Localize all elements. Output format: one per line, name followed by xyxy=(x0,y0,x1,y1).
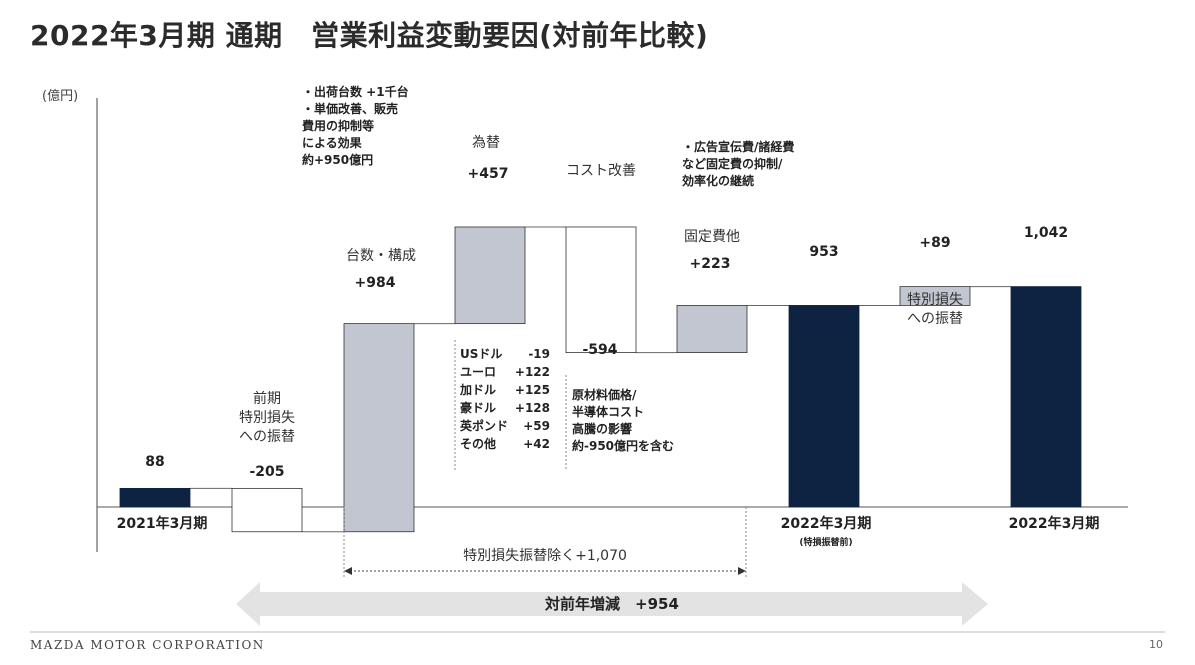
step-name: への振替 xyxy=(907,311,963,327)
fx-breakdown-value: -19 xyxy=(528,347,550,361)
value-label: 88 xyxy=(145,454,164,470)
cost-note: 半導体コスト xyxy=(572,404,644,419)
y-unit-label: (億円) xyxy=(42,88,78,104)
fx-breakdown-value: +128 xyxy=(515,401,550,415)
value-label: -205 xyxy=(249,464,284,480)
bracket-label: 特別損失振替除く+1,070 xyxy=(463,548,627,564)
yoy-label: 対前年増減 +954 xyxy=(544,595,679,613)
fixed-cost-note: など固定費の抑制/ xyxy=(682,156,783,171)
bar-0 xyxy=(119,487,191,508)
step-name: 特別損失 xyxy=(239,410,295,426)
value-label: 1,042 xyxy=(1024,225,1068,241)
fx-breakdown-value: +122 xyxy=(515,365,550,379)
category-label: 2022年3月期 xyxy=(1009,515,1100,532)
bar-6 xyxy=(788,305,860,508)
category-sublabel: (特損振替前) xyxy=(799,536,852,548)
cost-note: 原材料価格/ xyxy=(572,387,637,402)
category-label: 2022年3月期 xyxy=(781,515,872,532)
bar-5 xyxy=(676,305,748,354)
bracket-arrow-right xyxy=(738,567,746,575)
value-label: 953 xyxy=(809,244,838,260)
fx-breakdown-value: +42 xyxy=(523,437,550,451)
fx-breakdown-name: 英ポンド xyxy=(460,418,508,433)
fx-breakdown-name: その他 xyxy=(460,436,496,451)
cost-note: 約-950億円を含む xyxy=(572,438,674,453)
fx-breakdown-name: 加ドル xyxy=(459,382,496,397)
volume-note: ・出荷台数 +1千台 xyxy=(302,84,409,99)
value-label: -594 xyxy=(582,342,617,358)
fx-breakdown-name: USドル xyxy=(460,347,502,361)
value-label: +89 xyxy=(919,235,950,251)
value-label: +223 xyxy=(690,256,731,272)
step-name: 前期 xyxy=(253,390,281,407)
bar-4 xyxy=(565,226,637,354)
bracket-arrow-left xyxy=(344,567,352,575)
page-number: 10 xyxy=(1149,638,1163,651)
value-label: +984 xyxy=(355,275,396,291)
step-name: 特別損失 xyxy=(907,292,963,308)
fx-breakdown-value: +59 xyxy=(523,419,550,433)
fixed-cost-note: 効率化の継続 xyxy=(682,173,754,188)
bar-7 xyxy=(899,286,971,306)
cost-note: 高騰の影響 xyxy=(572,421,632,436)
volume-note: による効果 xyxy=(302,135,362,150)
yoy-double-arrow xyxy=(236,582,988,626)
bar-8 xyxy=(1010,286,1082,508)
volume-note: 約+950億円 xyxy=(302,152,373,167)
value-label: +457 xyxy=(468,166,509,182)
bar-3 xyxy=(454,226,526,325)
step-name: 為替 xyxy=(472,135,500,151)
volume-note: ・単価改善、販売 xyxy=(302,101,398,116)
page-title: 2022年3月期 通期 営業利益変動要因(対前年比較) xyxy=(30,19,709,52)
step-name: への振替 xyxy=(239,429,295,445)
fx-breakdown-name: ユーロ xyxy=(460,365,496,379)
fx-breakdown-name: 豪ドル xyxy=(460,400,496,415)
bar-2 xyxy=(343,323,415,533)
volume-note: 費用の抑制等 xyxy=(302,118,374,133)
bar-1 xyxy=(231,487,303,533)
step-name: コスト改善 xyxy=(566,163,636,179)
company-footer: MAZDA MOTOR CORPORATION xyxy=(30,638,265,652)
step-name: 固定費他 xyxy=(684,229,740,245)
fixed-cost-note: ・広告宣伝費/諸経費 xyxy=(682,139,794,154)
step-name: 台数・構成 xyxy=(346,248,416,264)
fx-breakdown-value: +125 xyxy=(515,383,550,397)
category-label: 2021年3月期 xyxy=(117,515,208,532)
